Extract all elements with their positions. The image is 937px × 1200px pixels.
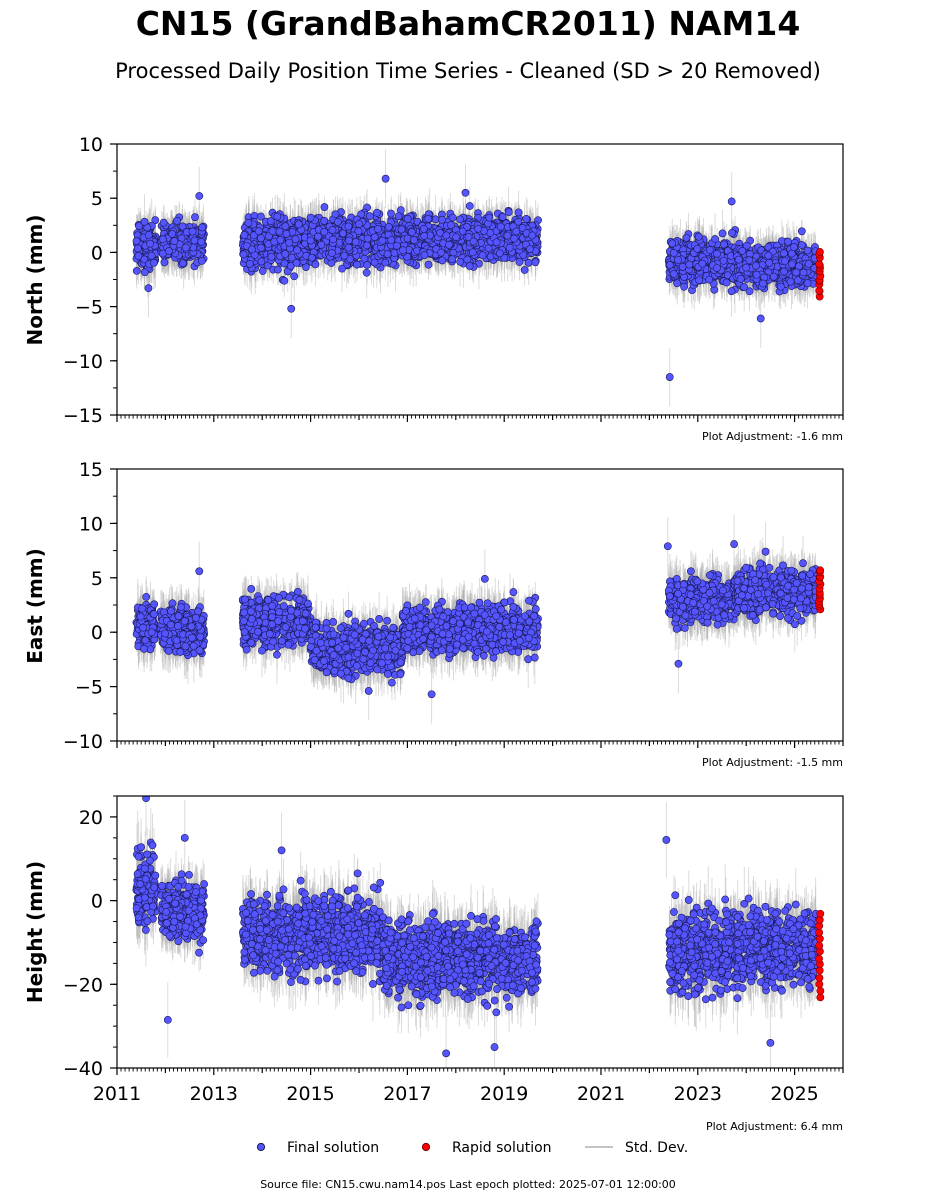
- final-point: [144, 231, 153, 239]
- final-point: [333, 217, 342, 226]
- final-point: [160, 258, 169, 267]
- final-point: [198, 256, 206, 265]
- final-point: [267, 252, 276, 261]
- final-point: [190, 236, 199, 245]
- final-point: [132, 237, 141, 245]
- final-point: [365, 212, 374, 221]
- final-point: [140, 268, 149, 277]
- final-point: [263, 261, 272, 270]
- final-point: [240, 231, 249, 239]
- final-point: [179, 259, 187, 268]
- final-point: [197, 238, 206, 246]
- final-point: [273, 212, 282, 221]
- final-point: [244, 219, 253, 227]
- final-point: [168, 230, 177, 238]
- final-point: [149, 258, 158, 267]
- final-point: [188, 227, 197, 236]
- final-point: [276, 235, 285, 244]
- final-point: [387, 209, 395, 218]
- final-point: [280, 276, 289, 285]
- chart-subtitle: Processed Daily Position Time Series - C…: [115, 59, 821, 83]
- final-point: [191, 213, 199, 222]
- final-point: [282, 229, 291, 238]
- final-point: [327, 259, 336, 267]
- final-point: [273, 265, 282, 274]
- final-point: [181, 243, 190, 252]
- final-point: [159, 218, 168, 227]
- final-point: [266, 217, 275, 226]
- final-point: [248, 245, 256, 254]
- final-point: [353, 260, 361, 269]
- final-point: [311, 260, 320, 269]
- final-point: [290, 272, 299, 281]
- final-point: [357, 210, 366, 219]
- final-point: [135, 222, 143, 230]
- final-point: [140, 255, 149, 264]
- final-point: [133, 244, 142, 253]
- final-point: [256, 212, 265, 221]
- final-point: [293, 246, 301, 255]
- final-point: [132, 267, 141, 275]
- final-point: [146, 239, 154, 248]
- final-point: [346, 255, 354, 263]
- final-point: [147, 251, 156, 260]
- final-point: [134, 252, 143, 260]
- final-point: [140, 217, 149, 226]
- final-point: [294, 220, 303, 229]
- final-point: [170, 237, 179, 246]
- final-point: [268, 227, 277, 236]
- plot-area: [132, 149, 825, 407]
- final-point: [281, 250, 290, 258]
- final-point: [254, 227, 263, 236]
- final-point: [281, 222, 290, 231]
- chart-title: CN15 (GrandBahamCR2011) NAM14: [136, 4, 801, 43]
- final-point: [285, 238, 294, 247]
- final-point: [362, 241, 371, 250]
- final-point: [239, 250, 248, 259]
- final-solution-points: [132, 174, 821, 381]
- final-point: [363, 261, 372, 269]
- final-point: [275, 227, 284, 236]
- final-point: [257, 234, 265, 243]
- final-point: [178, 222, 187, 231]
- final-point: [173, 216, 182, 225]
- final-point: [403, 214, 412, 223]
- final-point: [258, 267, 267, 275]
- final-point: [151, 216, 160, 225]
- final-point: [198, 223, 207, 232]
- final-point: [292, 259, 301, 267]
- final-point: [158, 235, 167, 244]
- final-point: [245, 259, 254, 268]
- final-point: [257, 243, 265, 252]
- final-point: [373, 208, 381, 217]
- final-point: [165, 247, 173, 255]
- final-point: [291, 235, 300, 244]
